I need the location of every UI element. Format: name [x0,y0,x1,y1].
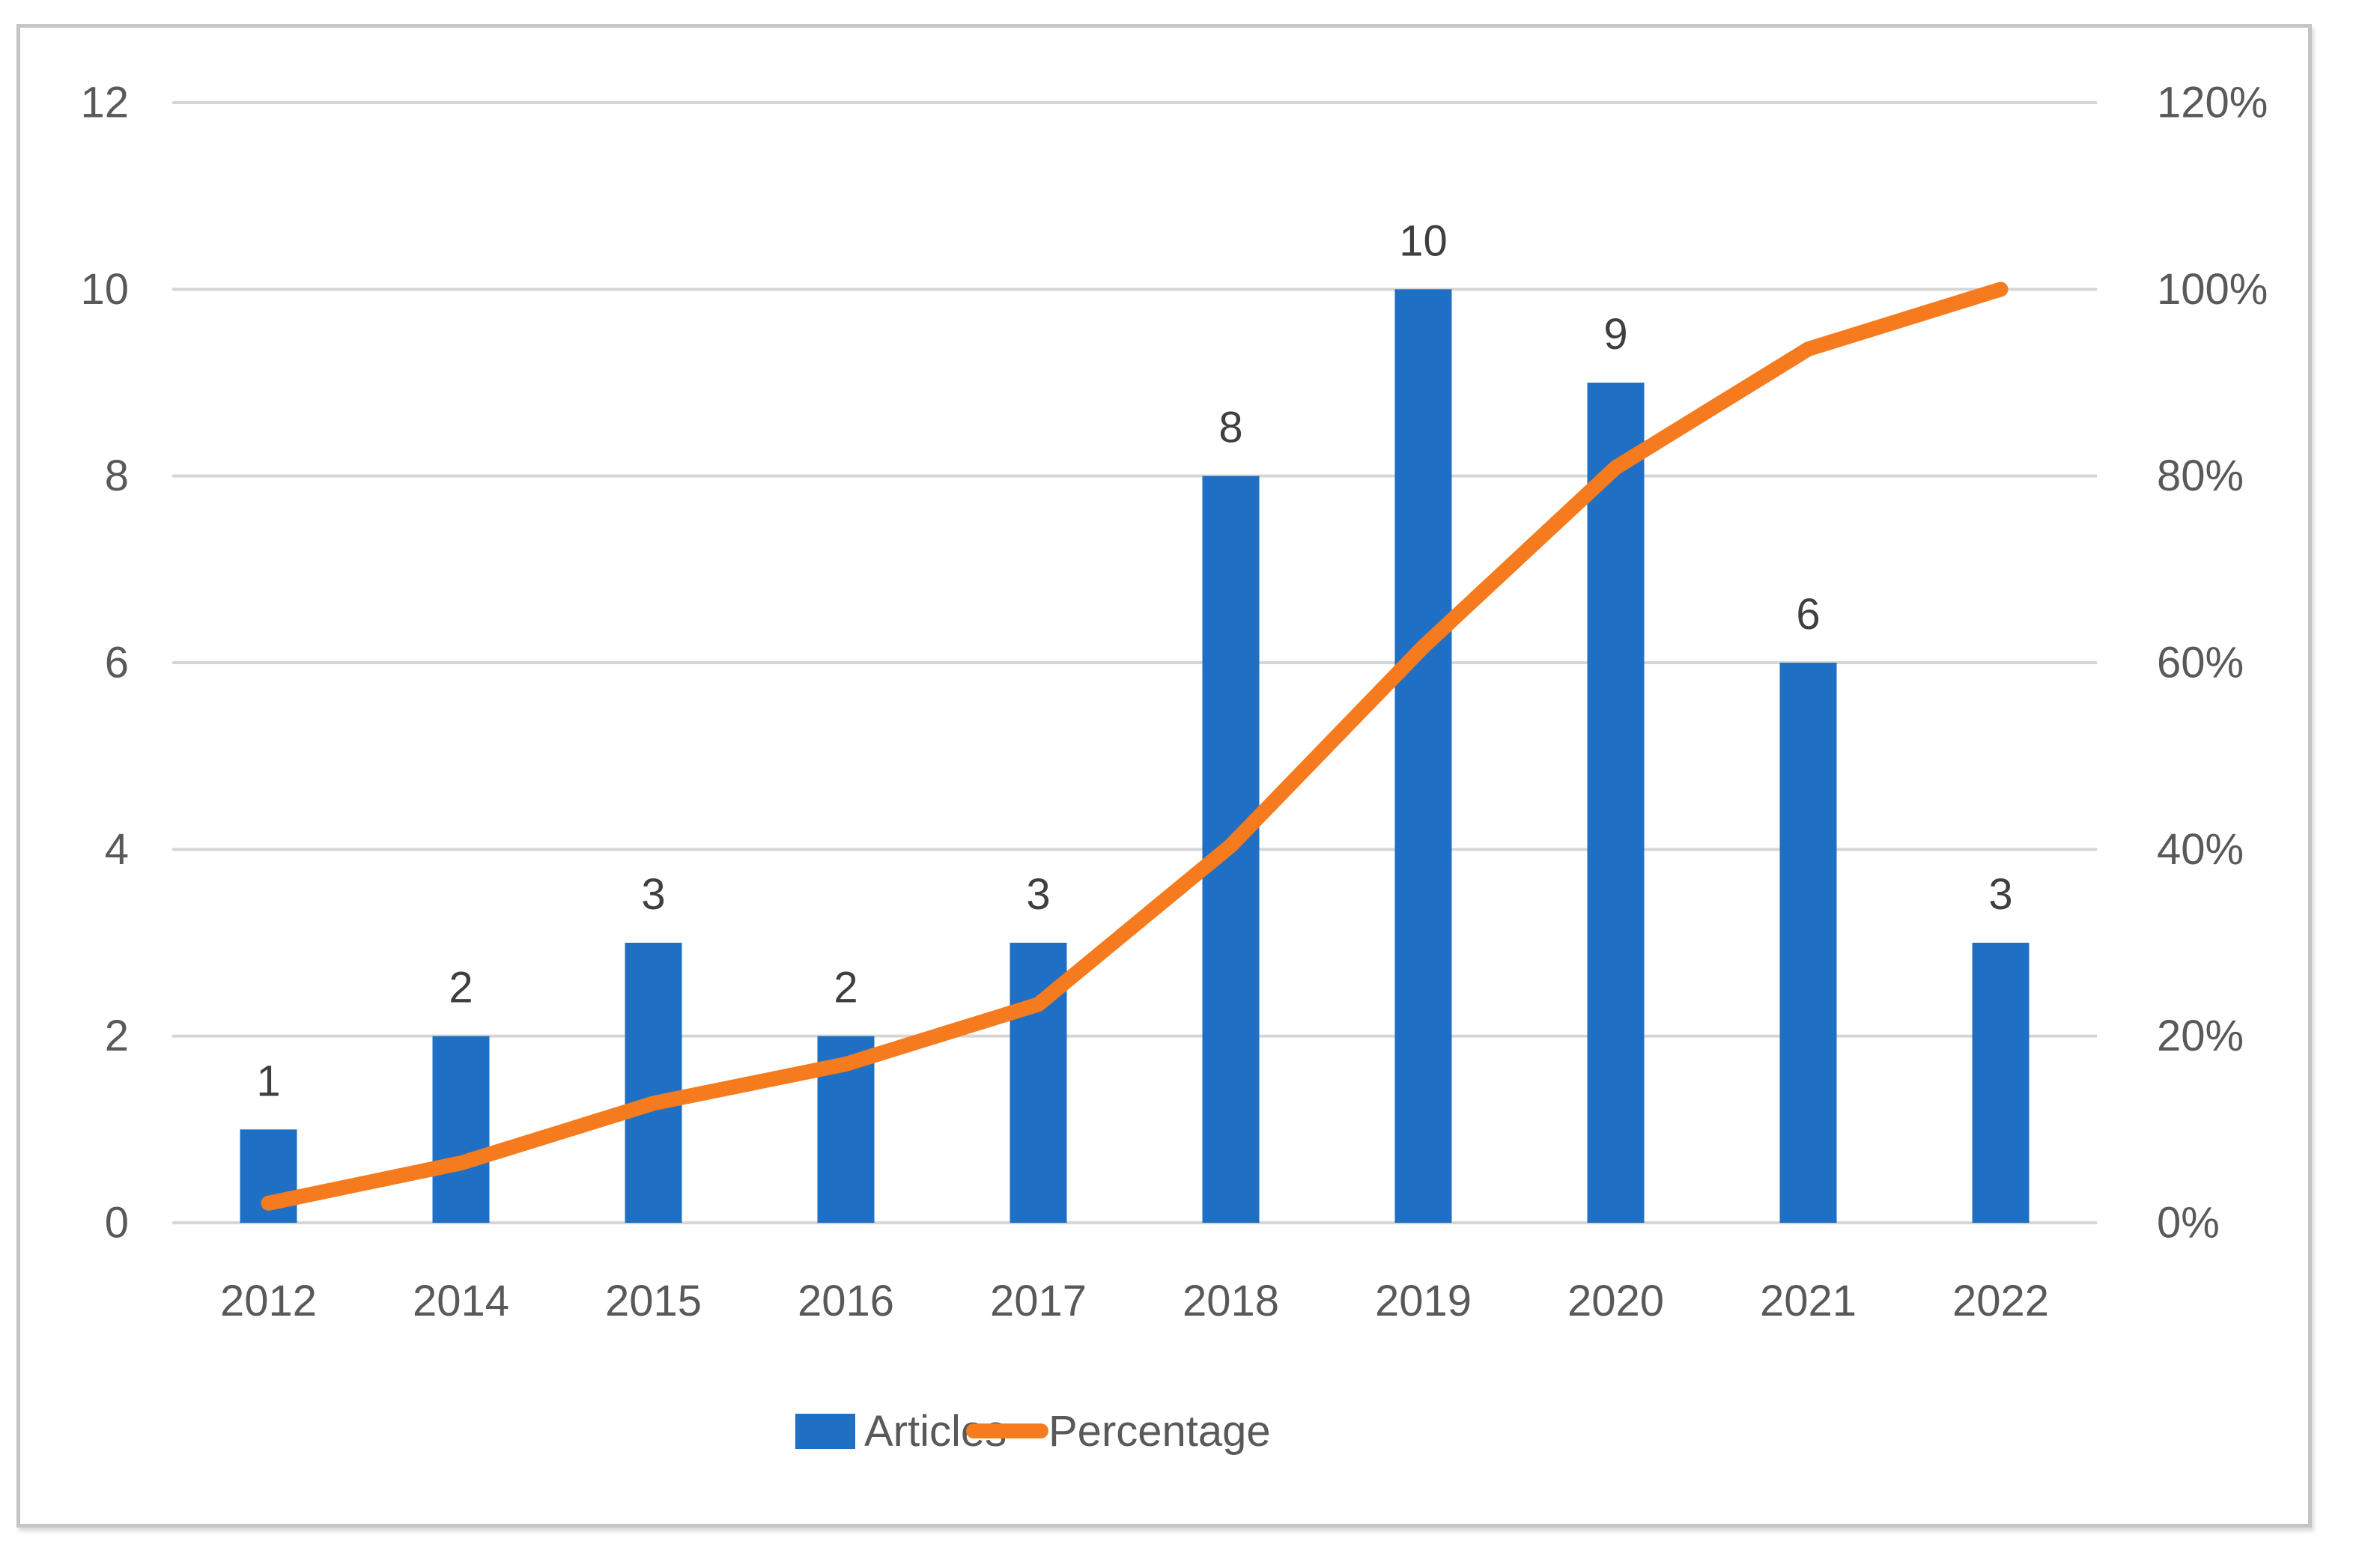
right-axis-tick-label: 80% [2157,452,2244,500]
left-axis-tick-label: 6 [105,639,129,687]
bar-data-label: 3 [1988,870,2012,919]
percentage-line [261,282,2009,1211]
x-axis-label-2012: 2012 [220,1277,317,1325]
bar-2021 [1779,663,1837,1223]
bar-data-label: 1 [256,1057,280,1105]
x-axis-label-2020: 2020 [1567,1277,1664,1325]
left-axis-tick-label: 12 [80,79,129,127]
left-axis-tick-label: 8 [105,452,129,500]
bar-data-label: 2 [834,964,857,1012]
x-axis-label-2019: 2019 [1375,1277,1472,1325]
right-axis-tick-label: 100% [2157,265,2268,314]
gridlines-group [172,101,2097,1224]
x-axis-label-2022: 2022 [1952,1277,2049,1325]
left-axis-tick-label: 0 [105,1199,129,1247]
bar-data-label: 6 [1796,590,1820,639]
x-axis-label-2014: 2014 [413,1277,509,1325]
right-axis-tick-label: 60% [2157,639,2244,687]
bar-data-label: 8 [1218,404,1242,452]
bars-group [240,289,2030,1223]
bar-2019 [1394,289,1452,1223]
right-axis-tick-label: 20% [2157,1012,2244,1060]
bar-labels-group: 1 2 3 2 3 8 10 9 6 3 [256,216,2012,1105]
legend: Articles Percentage [795,1407,1271,1456]
x-axis-label-2015: 2015 [605,1277,702,1325]
right-axis-tick-label: 120% [2157,79,2268,127]
x-axis-label-2018: 2018 [1183,1277,1279,1325]
legend-swatch-articles [795,1414,855,1449]
x-axis-labels: 2012 2014 2015 2016 2017 2018 2019 2020 2021 2022 [220,1277,2049,1325]
bar-data-label: 3 [641,870,665,919]
left-axis-tick-label: 4 [105,825,129,874]
right-axis-tick-label: 40% [2157,825,2244,874]
right-axis-tick-label: 0% [2157,1199,2220,1247]
line-group [261,282,2009,1211]
legend-label-percentage: Percentage [1048,1407,1271,1456]
bar-2020 [1587,383,1645,1223]
x-axis-label-2017: 2017 [990,1277,1087,1325]
bar-2015 [625,943,682,1223]
chart-frame [16,24,2312,1528]
x-axis-label-2016: 2016 [798,1277,894,1325]
left-axis-tick-labels: 0 2 4 6 8 10 12 [80,79,129,1247]
right-axis-tick-labels: 0% 20% 40% 60% 80% 100% 120% [2157,79,2268,1247]
bar-data-label: 2 [449,964,473,1012]
x-axis-label-2021: 2021 [1760,1277,1857,1325]
bar-2022 [1972,943,2030,1223]
bar-data-label: 3 [1026,870,1050,919]
bar-data-label: 10 [1399,216,1448,265]
bar-2014 [432,1036,490,1223]
left-axis-tick-label: 2 [105,1012,129,1060]
bar-data-label: 9 [1603,310,1627,359]
left-axis-tick-label: 10 [80,265,129,314]
